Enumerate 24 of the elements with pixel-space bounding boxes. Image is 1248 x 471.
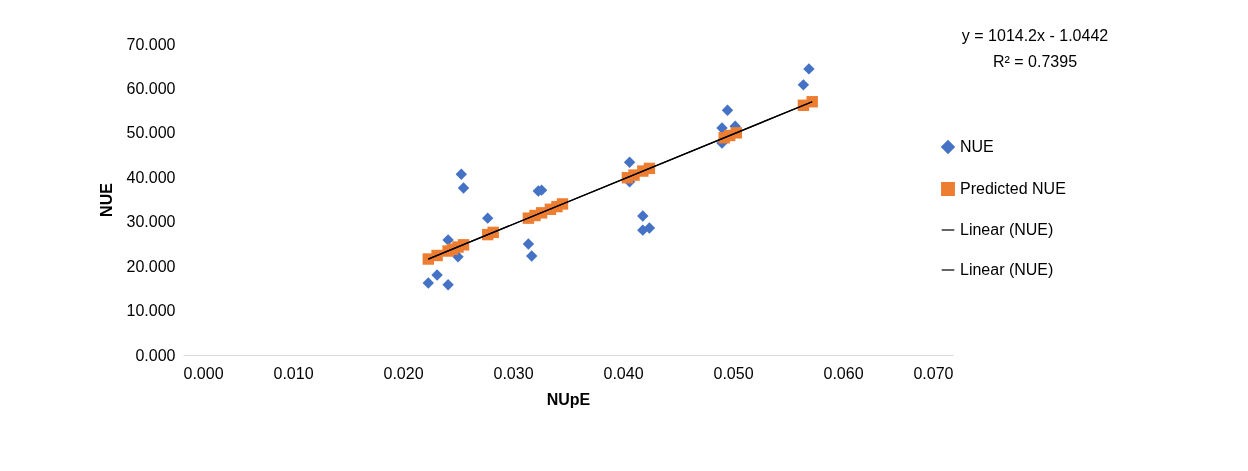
y-tick-label: 40.000: [126, 168, 176, 186]
x-tick-label: 0.050: [713, 364, 754, 382]
text: R² = 0.7395: [992, 53, 1078, 70]
y-tick-label: 70.000: [126, 35, 176, 53]
y-tick-label: 30.000: [126, 213, 176, 231]
legend-label: Linear (NUE): [960, 221, 1054, 238]
x-tick-label: 0.020: [383, 364, 424, 382]
y-tick-label: 20.000: [126, 257, 176, 275]
x-tick-label: 0.030: [493, 364, 534, 382]
y-tick-label: 0.000: [135, 346, 176, 364]
legend-label: Linear (NUE): [960, 261, 1054, 278]
x-axis-title: NUpE: [546, 390, 591, 408]
y-tick-label: 60.000: [126, 79, 176, 97]
legend-label: NUE: [960, 138, 994, 155]
y-tick-label: 50.000: [126, 124, 176, 142]
x-tick-label: 0.000: [183, 364, 224, 382]
y-axis-title: NUE: [97, 182, 115, 217]
x-tick-label: 0.070: [913, 364, 954, 382]
x-tick-label: 0.060: [823, 364, 864, 382]
legend-label: Predicted NUE: [960, 180, 1066, 197]
x-tick-label: 0.040: [603, 364, 644, 382]
y-tick-label: 10.000: [126, 302, 176, 320]
text: y = 1014.2x - 1.0442: [961, 27, 1109, 44]
x-tick-label: 0.010: [273, 364, 314, 382]
